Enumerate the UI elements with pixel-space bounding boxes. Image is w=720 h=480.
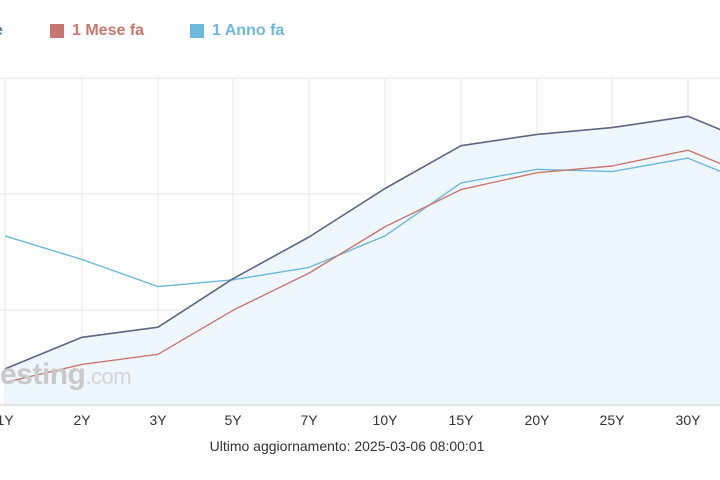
x-tick-label-25y: 25Y — [600, 412, 626, 428]
legend-item-1-mese-fa[interactable]: 1 Mese fa — [50, 22, 144, 40]
watermark-main: esting — [0, 358, 86, 391]
x-tick-label-15y: 15Y — [449, 412, 475, 428]
legend-label-1-mese-fa: 1 Mese fa — [72, 22, 145, 39]
x-tick-label-1y: 1Y — [0, 412, 14, 428]
yield-curve-chart: 1Y 2Y 3Y 5Y 7Y 10Y 15Y 20Y 25Y 30Y — [0, 77, 720, 428]
legend-item-current[interactable]: e — [0, 22, 3, 40]
x-tick-label-2y: 2Y — [73, 412, 91, 428]
last-updated-label: Ultimo aggiornamento: 2025-03-06 08:00:0… — [209, 438, 485, 454]
x-tick-label-7y: 7Y — [300, 412, 318, 428]
legend-item-1-anno-fa[interactable]: 1 Anno fa — [190, 22, 284, 40]
x-tick-label-10y: 10Y — [373, 412, 399, 428]
x-tick-label-20y: 20Y — [525, 412, 551, 428]
legend-label-current: e — [0, 22, 3, 40]
x-tick-label-30y: 30Y — [676, 412, 702, 428]
investing-watermark: esting.com — [0, 358, 132, 392]
legend: e 1 Mese fa 1 Anno fa — [0, 22, 720, 50]
series-line-2 — [4, 157, 720, 288]
series-line-0 — [4, 115, 720, 370]
legend-label-1-anno-fa: 1 Anno fa — [212, 22, 285, 39]
x-tick-label-3y: 3Y — [149, 412, 167, 428]
series-area-fill — [5, 116, 720, 405]
series-line-1 — [4, 149, 720, 384]
legend-swatch-1-anno-fa — [190, 24, 204, 38]
legend-swatch-1-mese-fa — [50, 24, 64, 38]
x-tick-label-5y: 5Y — [224, 412, 242, 428]
watermark-suffix: .com — [85, 364, 132, 389]
